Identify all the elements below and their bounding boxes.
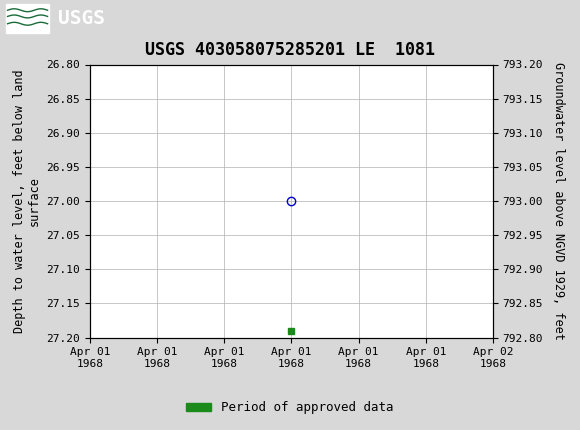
- Legend: Period of approved data: Period of approved data: [181, 396, 399, 419]
- Y-axis label: Depth to water level, feet below land
surface: Depth to water level, feet below land su…: [13, 69, 41, 333]
- Y-axis label: Groundwater level above NGVD 1929, feet: Groundwater level above NGVD 1929, feet: [552, 62, 564, 340]
- Text: USGS 403058075285201 LE  1081: USGS 403058075285201 LE 1081: [145, 41, 435, 59]
- Text: USGS: USGS: [58, 9, 105, 28]
- FancyBboxPatch shape: [6, 3, 49, 33]
